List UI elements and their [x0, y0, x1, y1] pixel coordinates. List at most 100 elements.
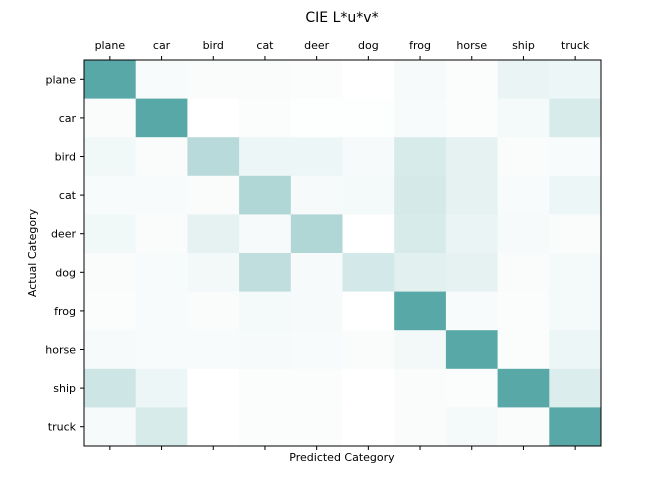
- heatmap-cell-plane-ship: [497, 60, 550, 100]
- heatmap-cell-cat-ship: [497, 175, 550, 215]
- heatmap-cell-dog-frog: [394, 253, 447, 293]
- y-tick-label-bird: bird: [55, 151, 76, 164]
- heatmap-cell-deer-plane: [84, 214, 137, 254]
- chart-title: CIE L*u*v*: [305, 10, 378, 26]
- heatmap-cell-car-deer: [290, 98, 343, 138]
- heatmap-cell-truck-cat: [239, 407, 292, 447]
- x-tick-label-cat: cat: [256, 39, 274, 52]
- heatmap-cell-bird-horse: [445, 137, 499, 177]
- heatmap-cell-car-car: [135, 98, 188, 138]
- x-tick-label-truck: truck: [561, 39, 590, 52]
- heatmap-cell-deer-dog: [342, 214, 395, 254]
- x-tick-label-deer: deer: [304, 39, 330, 52]
- heatmap-cell-ship-deer: [290, 368, 343, 408]
- y-tick-label-deer: deer: [51, 228, 77, 241]
- heatmap-cell-truck-horse: [445, 407, 499, 447]
- heatmap-cell-truck-frog: [394, 407, 447, 447]
- heatmap-cell-cat-bird: [187, 175, 240, 215]
- heatmap-cell-dog-bird: [187, 253, 240, 293]
- heatmap-cell-dog-cat: [239, 253, 292, 293]
- heatmap-cell-bird-plane: [84, 137, 137, 177]
- heatmap-cell-horse-ship: [497, 330, 550, 370]
- heatmap-cell-horse-truck: [549, 330, 602, 370]
- x-tick-labels: plane car bird cat deer dog frog horse ship truck: [95, 39, 590, 60]
- heatmap-cell-bird-ship: [497, 137, 550, 177]
- heatmap-cell-horse-horse: [445, 330, 499, 370]
- y-tick-label-dog: dog: [55, 266, 76, 279]
- x-tick-label-car: car: [153, 39, 171, 52]
- heatmap-cell-ship-frog: [394, 368, 447, 408]
- heatmap-cell-horse-cat: [239, 330, 292, 370]
- heatmap-cell-car-plane: [84, 98, 137, 138]
- x-bottom-ticks: [109, 446, 576, 450]
- heatmap-cell-plane-cat: [239, 60, 292, 100]
- heatmap-cell-bird-truck: [549, 137, 602, 177]
- heatmap-cell-car-cat: [239, 98, 292, 138]
- heatmap-cell-dog-dog: [342, 253, 395, 293]
- heatmap-cell-plane-deer: [290, 60, 343, 100]
- heatmap-cell-car-bird: [187, 98, 240, 138]
- heatmap-cell-ship-horse: [445, 368, 499, 408]
- heatmap-cell-truck-car: [135, 407, 188, 447]
- heatmap-cell-deer-truck: [549, 214, 602, 254]
- heatmap-cell-cat-dog: [342, 175, 395, 215]
- heatmap-cell-plane-horse: [445, 60, 499, 100]
- heatmap-cell-ship-plane: [84, 368, 137, 408]
- y-tick-label-frog: frog: [54, 305, 76, 318]
- heatmap-cell-frog-deer: [290, 291, 343, 331]
- heatmap-cell-deer-ship: [497, 214, 550, 254]
- heatmap-cell-plane-plane: [84, 60, 137, 100]
- heatmap-cell-horse-dog: [342, 330, 395, 370]
- heatmap-cell-ship-truck: [549, 368, 602, 408]
- heatmap-cell-horse-plane: [84, 330, 137, 370]
- y-tick-labels: plane car bird cat deer dog frog horse ship truck: [45, 73, 84, 434]
- heatmap-cell-ship-bird: [187, 368, 240, 408]
- y-tick-label-car: car: [59, 112, 77, 125]
- heatmap-cell-cat-car: [135, 175, 188, 215]
- heatmap-cell-frog-ship: [497, 291, 550, 331]
- heatmap-cell-plane-car: [135, 60, 188, 100]
- heatmap-cell-deer-deer: [290, 214, 343, 254]
- heatmap-cell-car-dog: [342, 98, 395, 138]
- heatmap-cell-frog-cat: [239, 291, 292, 331]
- x-tick-label-frog: frog: [409, 39, 431, 52]
- heatmap-cell-truck-truck: [549, 407, 602, 447]
- heatmap-cell-truck-plane: [84, 407, 137, 447]
- heatmap-cell-frog-frog: [394, 291, 447, 331]
- heatmap-cell-car-truck: [549, 98, 602, 138]
- x-axis-label: Predicted Category: [289, 451, 395, 464]
- heatmap-cell-cat-frog: [394, 175, 447, 215]
- heatmap-cell-truck-ship: [497, 407, 550, 447]
- y-tick-label-plane: plane: [45, 73, 76, 86]
- x-tick-label-plane: plane: [95, 39, 126, 52]
- heatmap-cell-deer-frog: [394, 214, 447, 254]
- x-tick-label-ship: ship: [512, 39, 535, 52]
- plot-frame: [83, 59, 602, 447]
- heatmap-cell-plane-truck: [549, 60, 602, 100]
- heatmap-cell-frog-bird: [187, 291, 240, 331]
- x-tick-label-horse: horse: [456, 39, 487, 52]
- heatmap-cell-horse-deer: [290, 330, 343, 370]
- heatmap-cell-truck-dog: [342, 407, 395, 447]
- heatmap-cell-car-horse: [445, 98, 499, 138]
- heatmap-cell-deer-car: [135, 214, 188, 254]
- heatmap-cell-deer-bird: [187, 214, 240, 254]
- heatmap-cell-cat-cat: [239, 175, 292, 215]
- heatmap-cells: [84, 60, 602, 447]
- heatmap-cell-frog-horse: [445, 291, 499, 331]
- y-tick-label-horse: horse: [45, 344, 76, 357]
- heatmap-cell-dog-ship: [497, 253, 550, 293]
- heatmap-cell-horse-frog: [394, 330, 447, 370]
- heatmap-cell-deer-cat: [239, 214, 292, 254]
- x-tick-label-dog: dog: [358, 39, 379, 52]
- heatmap-cell-cat-horse: [445, 175, 499, 215]
- heatmap-cell-plane-frog: [394, 60, 447, 100]
- y-tick-label-cat: cat: [59, 189, 77, 202]
- y-tick-label-truck: truck: [48, 421, 77, 434]
- heatmap-cell-dog-plane: [84, 253, 137, 293]
- heatmap-cell-bird-cat: [239, 137, 292, 177]
- heatmap-cell-bird-deer: [290, 137, 343, 177]
- heatmap-cell-truck-deer: [290, 407, 343, 447]
- heatmap-cell-dog-deer: [290, 253, 343, 293]
- heatmap-cell-ship-dog: [342, 368, 395, 408]
